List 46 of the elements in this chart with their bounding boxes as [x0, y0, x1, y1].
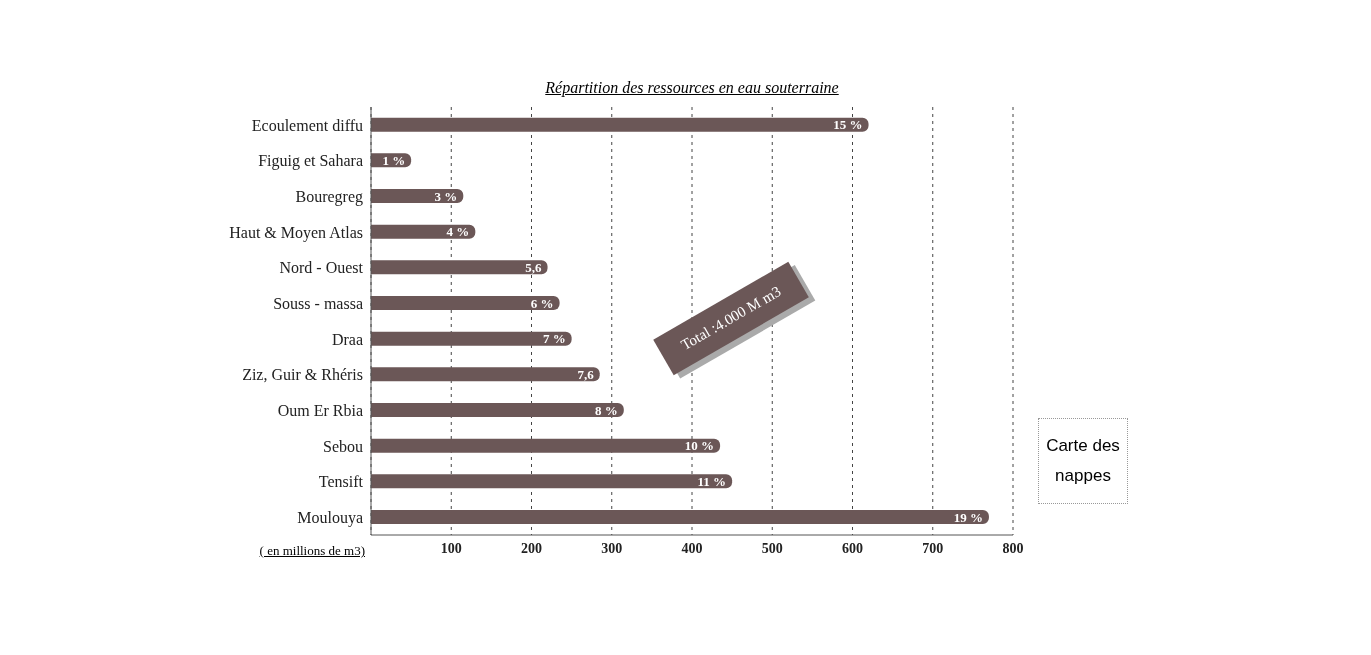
annotation: 15 %: [833, 117, 863, 133]
x-tick-label: 800: [1002, 540, 1024, 556]
x-tick-label: 200: [521, 540, 542, 556]
bar: [371, 296, 560, 311]
bar: [371, 224, 476, 239]
annotation: 19 %: [953, 509, 983, 525]
text: Carte des nappes: [1038, 418, 1128, 504]
annotation: 10 %: [684, 438, 715, 454]
bar: [371, 403, 624, 418]
x-axis-title: ( en millions de m3): [259, 543, 365, 559]
annotation: 1 %: [382, 153, 406, 169]
bar: [371, 117, 869, 132]
annotation: 8 %: [595, 402, 618, 418]
bar: [371, 260, 548, 275]
x-tick-label: 100: [440, 540, 462, 556]
chart-title: Répartition des ressources en eau souterraine: [544, 79, 840, 97]
y-tick-label: Sebou: [323, 437, 363, 455]
annotation: 4 %: [446, 224, 470, 240]
annotation: 3 %: [434, 188, 458, 204]
x-tick-label: 500: [761, 540, 783, 556]
bar: [371, 189, 464, 204]
annotation: 7 %: [542, 331, 566, 347]
x-tick-label: 400: [681, 540, 703, 556]
annotation: 6 %: [530, 295, 554, 311]
bar: [371, 331, 572, 346]
y-tick-label: Tensift: [318, 473, 364, 491]
y-tick-label: Haut & Moyen Atlas: [229, 223, 363, 242]
y-tick-label: Figuig et Sahara: [258, 152, 363, 171]
x-tick-label: 300: [601, 540, 623, 556]
y-tick-label: Nord - Ouest: [279, 259, 364, 277]
y-tick-label: Oum Er Rbia: [277, 401, 363, 419]
annotation: 11 %: [697, 474, 727, 490]
bar: [371, 510, 989, 525]
x-tick-label: 700: [922, 540, 944, 556]
x-tick-label: 600: [842, 540, 863, 556]
y-tick-label: Souss - massa: [273, 294, 363, 312]
y-tick-label: Ecoulement diffu: [251, 116, 363, 134]
y-tick-label: Moulouya: [297, 508, 363, 527]
bar: [371, 367, 600, 382]
bar: [371, 474, 733, 489]
annotation: 7,6: [577, 367, 595, 383]
y-tick-label: Draa: [331, 330, 363, 348]
bar: [371, 438, 721, 453]
y-tick-label: Bouregreg: [295, 187, 363, 206]
y-tick-label: Ziz, Guir & Rhéris: [242, 366, 363, 384]
annotation: 5,6: [525, 260, 543, 276]
